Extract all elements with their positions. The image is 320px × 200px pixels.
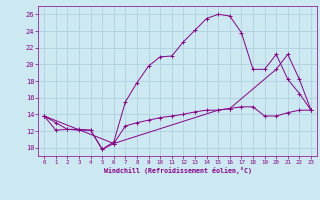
X-axis label: Windchill (Refroidissement éolien,°C): Windchill (Refroidissement éolien,°C) — [104, 167, 252, 174]
